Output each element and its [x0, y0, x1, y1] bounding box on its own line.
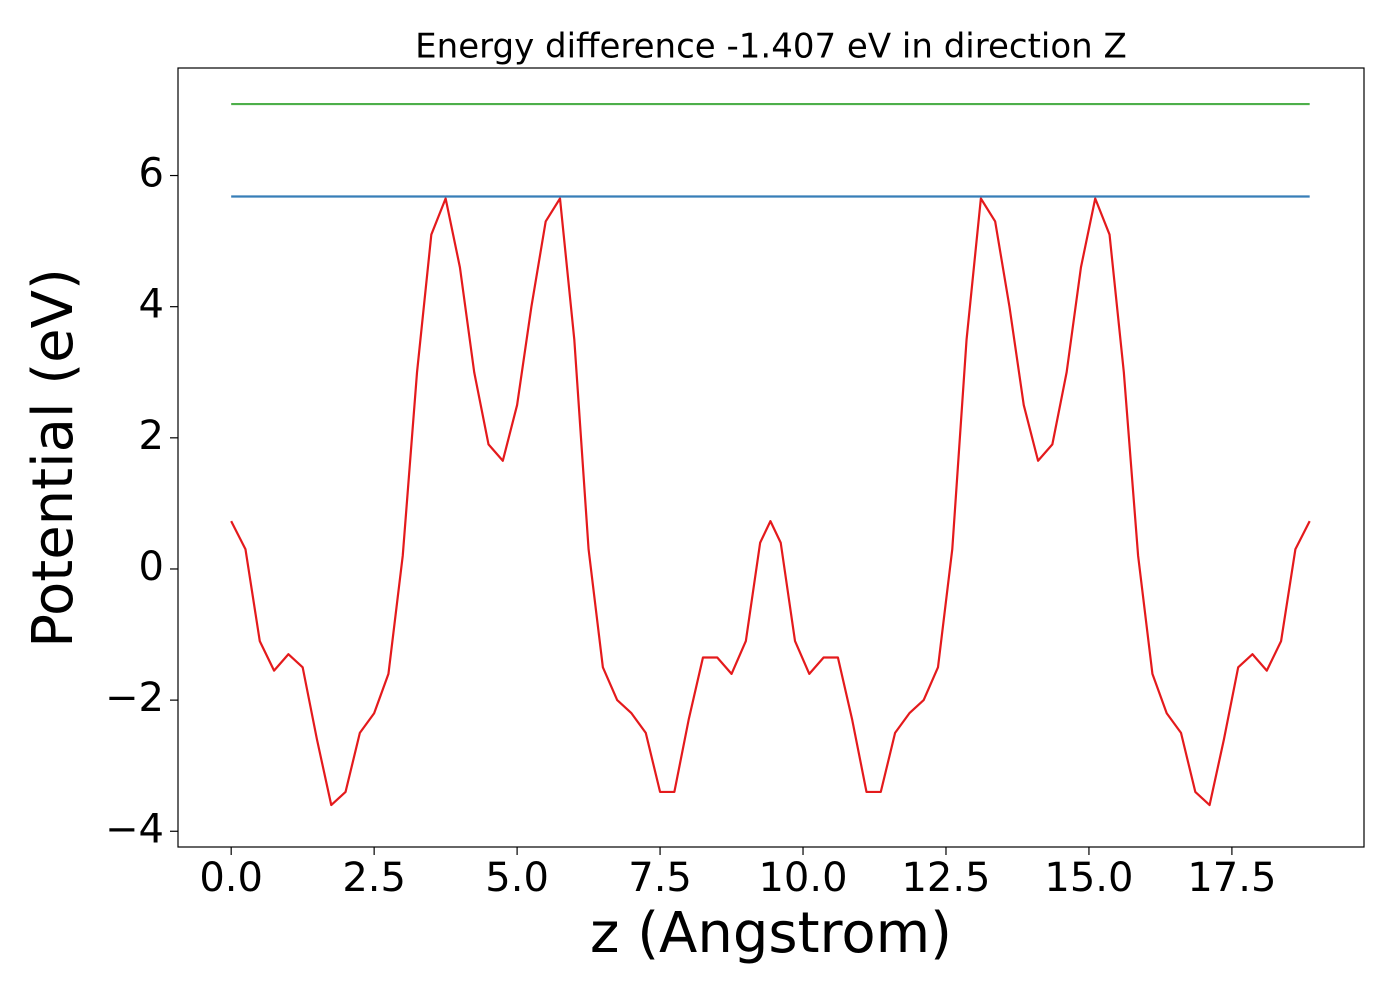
x-tick-label: 7.5: [628, 855, 692, 901]
x-tick-label: 0.0: [199, 855, 263, 901]
x-tick-label: 5.0: [485, 855, 549, 901]
x-axis-label: z (Angstrom): [590, 901, 952, 966]
x-tick-label: 15.0: [1044, 855, 1133, 901]
x-tick-label: 12.5: [901, 855, 990, 901]
y-tick-label: 2: [139, 413, 164, 459]
y-axis-label: Potential (eV): [21, 268, 86, 648]
x-tick-label: 10.0: [758, 855, 847, 901]
y-tick-label: 4: [139, 282, 164, 328]
y-tick-label: −2: [105, 675, 164, 721]
plot-frame: [177, 67, 1365, 848]
y-tick-label: 0: [139, 544, 164, 590]
chart-title: Energy difference -1.407 eV in direction…: [415, 27, 1127, 67]
x-tick-label: 2.5: [342, 855, 406, 901]
data-line: [230, 197, 1311, 807]
y-tick-label: −4: [105, 806, 164, 852]
y-tick-label: 6: [139, 151, 164, 197]
x-tick-label: 17.5: [1187, 855, 1276, 901]
